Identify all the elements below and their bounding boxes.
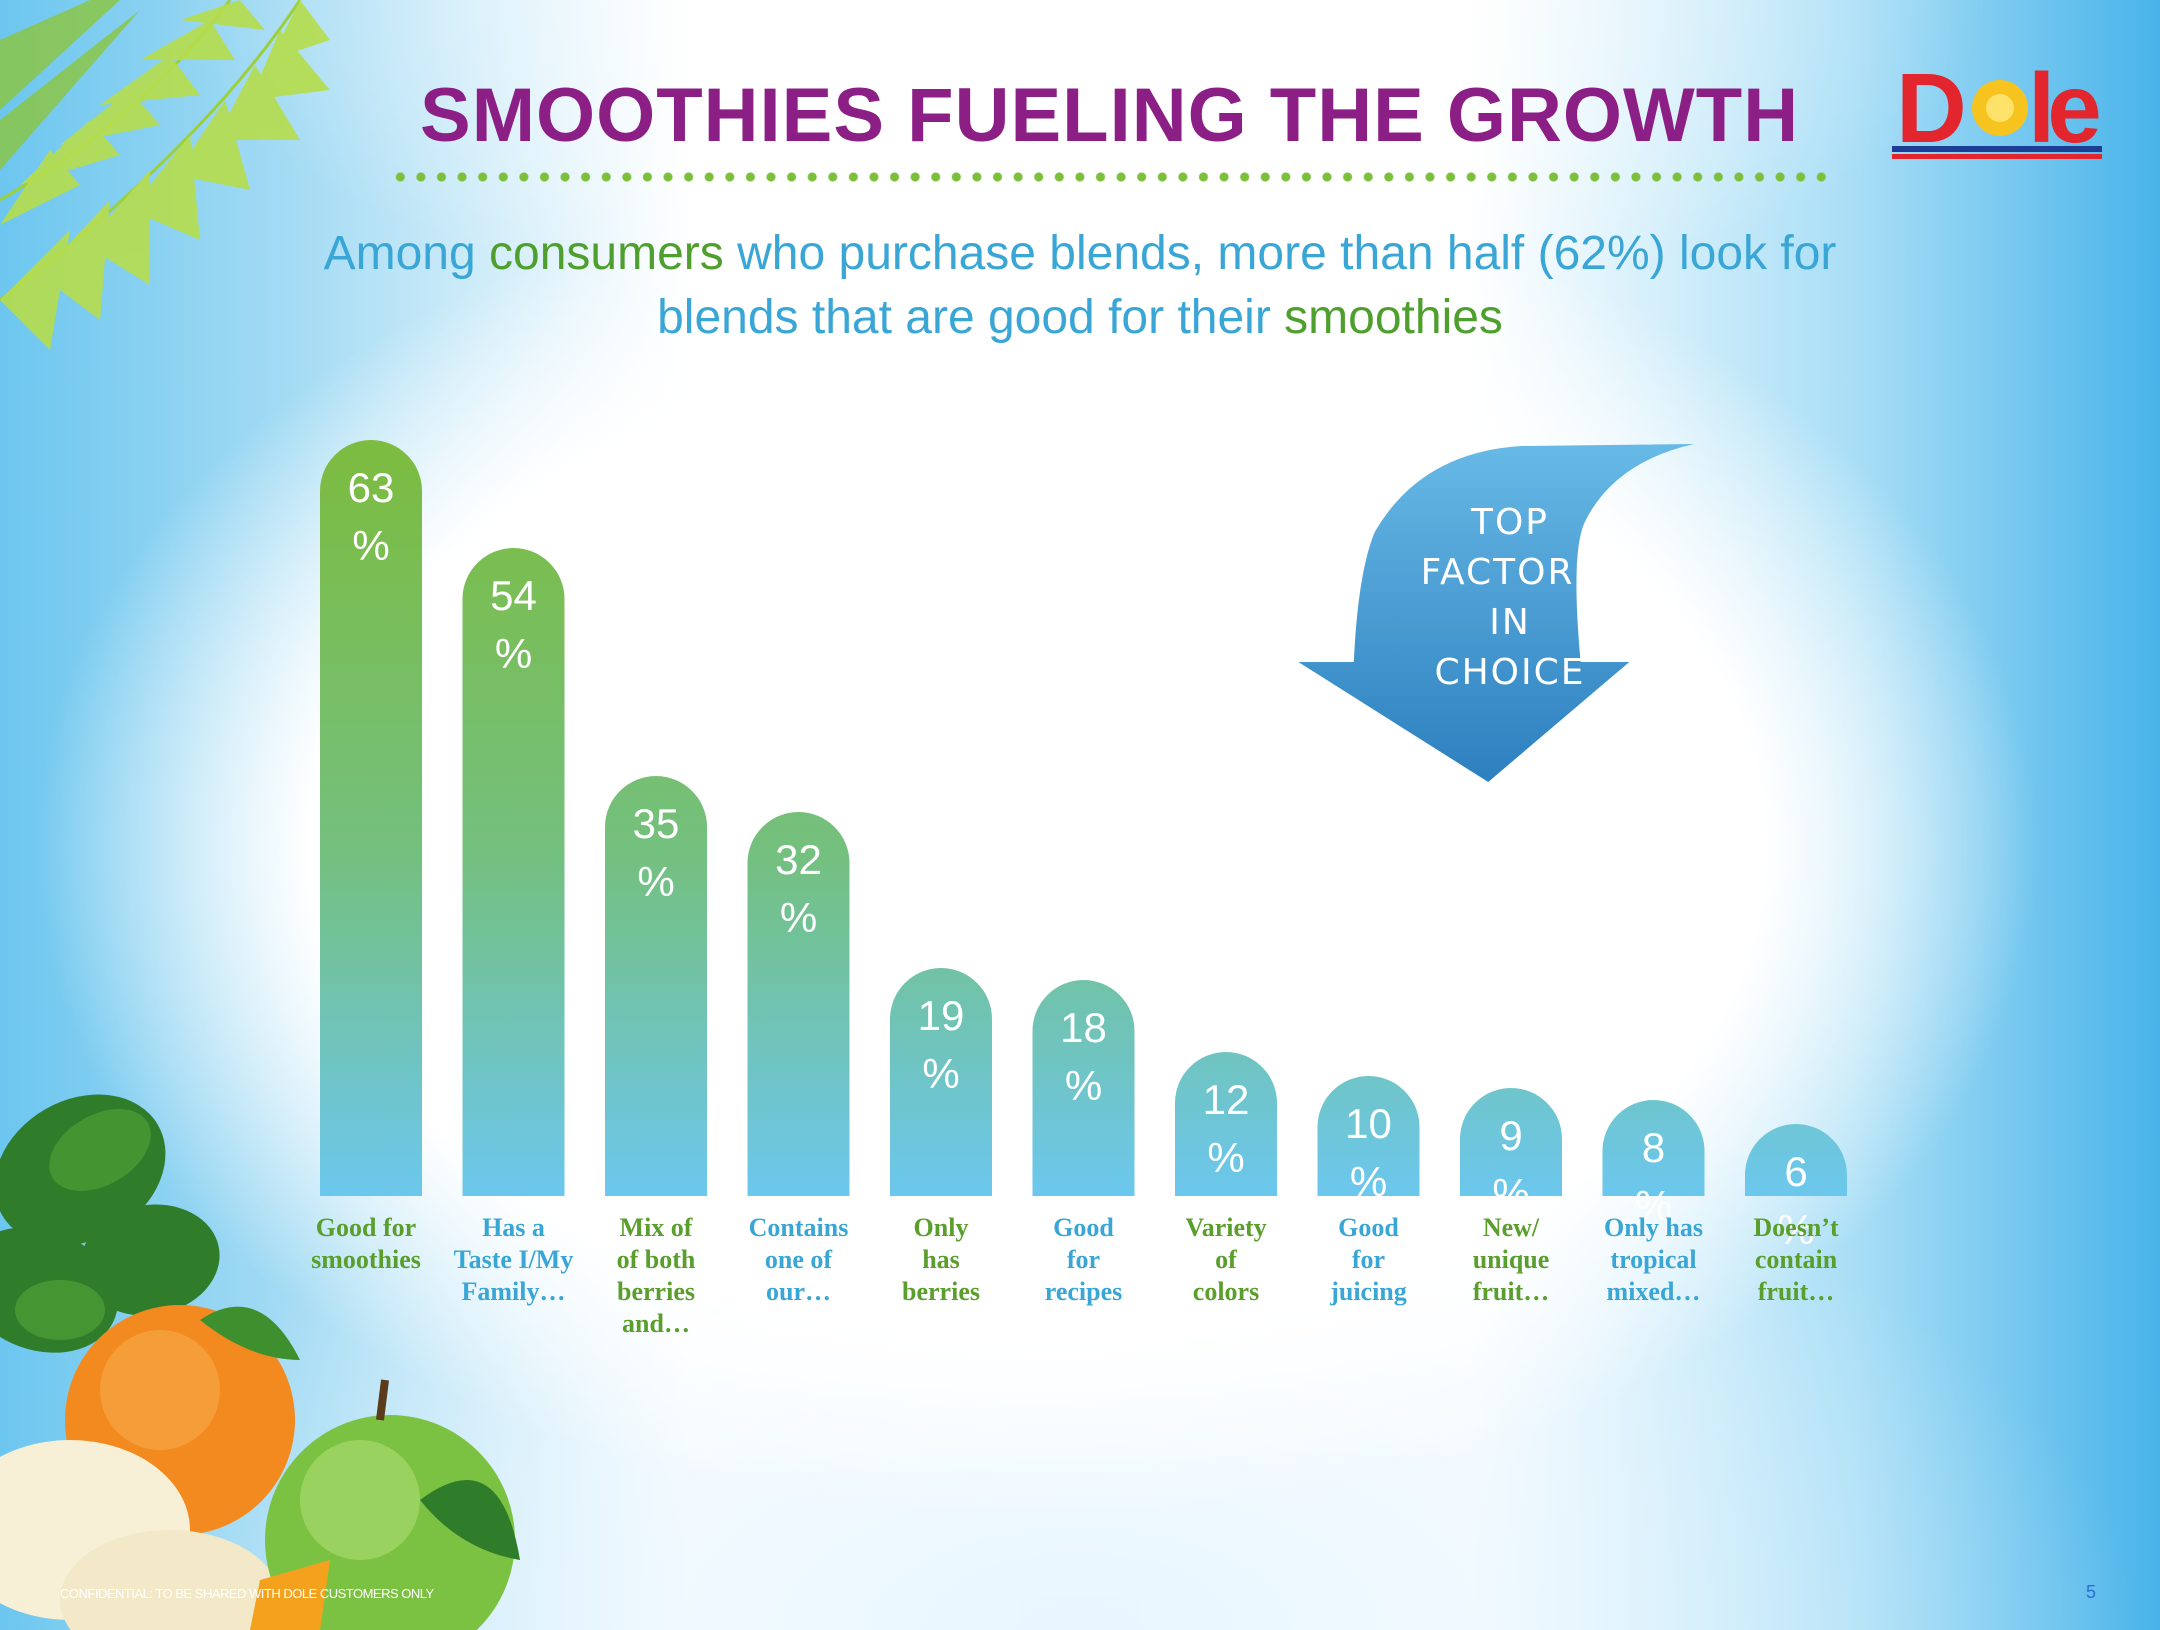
category-label: tropical xyxy=(1610,1245,1696,1274)
category-label: one of xyxy=(765,1245,833,1274)
bars-group: 63% Good for smoothies 54% Has a Taste I/My Fa… xyxy=(311,440,1847,1338)
callout-line-1: TOP xyxy=(1470,502,1550,543)
bar xyxy=(1175,1052,1277,1196)
category-label: berries xyxy=(617,1277,695,1306)
logo-underline-red xyxy=(1892,154,2102,159)
bar-value-label: 10 xyxy=(1345,1100,1392,1147)
bar-value-label: 35 xyxy=(633,800,680,847)
callout-line-2: FACTORS xyxy=(1420,552,1600,593)
bar-chart: 63% Good for smoothies 54% Has a Taste I/My Fa… xyxy=(311,440,1847,1338)
bar xyxy=(890,968,992,1196)
fruit-image xyxy=(0,1094,520,1630)
bar-value-unit: % xyxy=(1777,1206,1814,1253)
svg-text:D: D xyxy=(1896,53,1963,163)
logo-underline xyxy=(1892,146,2102,152)
dole-logo: D le xyxy=(1892,53,2107,163)
bar xyxy=(1317,1076,1420,1196)
callout-line-3: IN xyxy=(1489,602,1531,643)
category-label: unique xyxy=(1473,1245,1550,1274)
subtitle-part-2: who purchase blends, more than half (62%… xyxy=(657,227,1837,344)
category-label: Family… xyxy=(462,1277,566,1306)
category-label: of both xyxy=(617,1245,696,1274)
bar-value-label: 32 xyxy=(775,836,822,883)
bar xyxy=(1602,1100,1705,1196)
callout-line-4: CHOICE xyxy=(1434,652,1586,693)
top-factors-label: TOP FACTORS IN CHOICE xyxy=(1370,498,1650,698)
bar-value-label: 6 xyxy=(1784,1148,1807,1195)
bar-value-unit: % xyxy=(780,894,817,941)
bar-value-unit: % xyxy=(1207,1134,1244,1181)
category-label: and… xyxy=(622,1309,690,1338)
bar-value-label: 9 xyxy=(1499,1112,1522,1159)
category-label: New/ xyxy=(1483,1213,1540,1242)
bar-value-unit: % xyxy=(1492,1170,1529,1217)
bar-value-unit: % xyxy=(1635,1182,1672,1229)
category-label: Has a xyxy=(482,1213,545,1242)
dotted-divider xyxy=(390,170,1830,184)
category-label: our… xyxy=(766,1277,831,1306)
bar-value-unit: % xyxy=(637,858,674,905)
bar-value-label: 19 xyxy=(918,992,965,1039)
subtitle-highlight-smoothies: smoothies xyxy=(1284,291,1503,344)
bar-value-unit: % xyxy=(495,630,532,677)
category-label: recipes xyxy=(1045,1277,1123,1306)
bar xyxy=(1745,1124,1847,1196)
category-label: fruit… xyxy=(1473,1277,1550,1306)
category-label: berries xyxy=(902,1277,980,1306)
bar xyxy=(1460,1088,1562,1196)
category-label: of xyxy=(1215,1245,1237,1274)
category-label: Good for xyxy=(316,1213,416,1242)
bar-value-label: 63 xyxy=(348,464,395,511)
category-label: Doesn’t xyxy=(1753,1213,1839,1242)
category-label: Variety xyxy=(1185,1213,1266,1242)
page-title: SMOOTHIES FUELING THE GROWTH xyxy=(420,73,1800,158)
subtitle-part-1: Among xyxy=(323,227,490,280)
bar xyxy=(747,812,850,1196)
category-label: for xyxy=(1352,1245,1385,1274)
palm-leaves-image xyxy=(0,0,330,350)
bar xyxy=(1032,980,1135,1196)
subtitle-highlight-consumers: consumers xyxy=(489,227,724,280)
category-label: juicing xyxy=(1329,1277,1407,1306)
category-label: Good xyxy=(1053,1213,1114,1242)
category-label: has xyxy=(922,1245,960,1274)
category-label: Only has xyxy=(1604,1213,1703,1242)
bar-value-unit: % xyxy=(1350,1158,1387,1205)
bar-value-label: 8 xyxy=(1642,1124,1665,1171)
category-label: Contains xyxy=(749,1213,849,1242)
page-number: 5 xyxy=(2086,1582,2097,1602)
category-label: contain xyxy=(1755,1245,1838,1274)
category-label: Good xyxy=(1338,1213,1399,1242)
category-label: Only xyxy=(914,1213,969,1242)
bar-value-unit: % xyxy=(922,1050,959,1097)
confidential-footer: CONFIDENTIAL: TO BE SHARED WITH DOLE CUS… xyxy=(60,1586,434,1601)
category-label: for xyxy=(1067,1245,1100,1274)
bar-value-unit: % xyxy=(1065,1062,1102,1109)
subtitle: Among consumers who purchase blends, mor… xyxy=(300,222,1860,350)
bar-value-label: 54 xyxy=(490,572,537,619)
category-label: fruit… xyxy=(1758,1277,1835,1306)
bar xyxy=(462,548,565,1196)
bar xyxy=(605,776,707,1196)
top-factors-arrow xyxy=(1298,444,1694,782)
category-label: colors xyxy=(1193,1277,1259,1306)
bar xyxy=(320,440,422,1196)
bar-value-unit: % xyxy=(352,522,389,569)
category-label: mixed… xyxy=(1607,1277,1701,1306)
category-label: smoothies xyxy=(311,1245,421,1274)
category-label: Taste I/My xyxy=(454,1245,574,1274)
bar-value-label: 18 xyxy=(1060,1004,1107,1051)
category-label: Mix of xyxy=(620,1213,693,1242)
bar-value-label: 12 xyxy=(1203,1076,1250,1123)
